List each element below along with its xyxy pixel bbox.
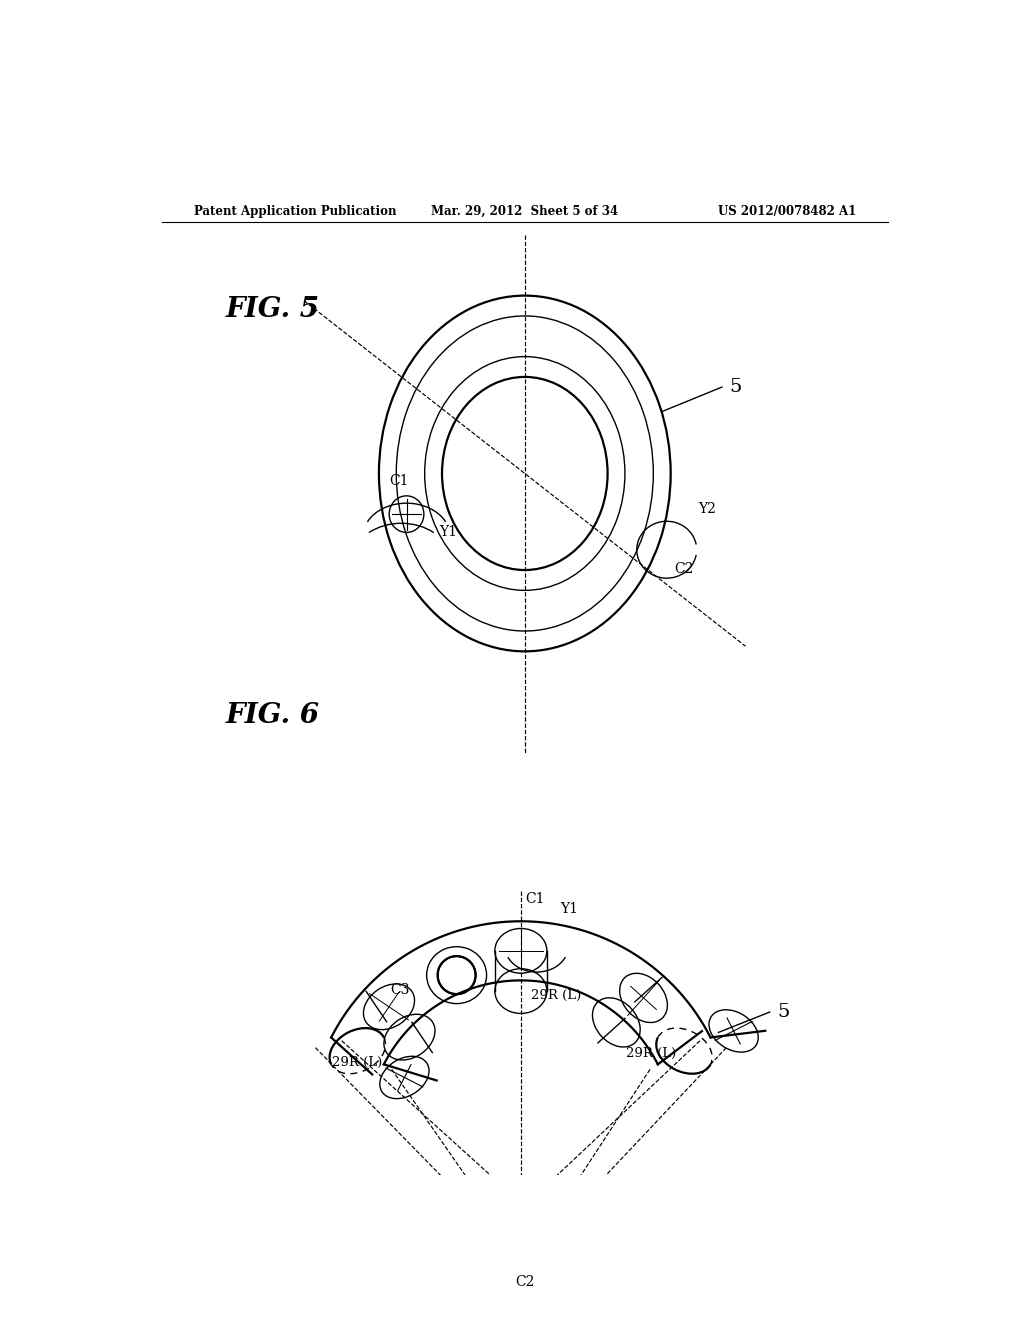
Text: FIG. 5: FIG. 5: [225, 296, 319, 322]
Text: C1: C1: [524, 892, 545, 906]
Text: Y2: Y2: [698, 502, 716, 516]
Text: C1: C1: [389, 474, 409, 487]
Text: 5: 5: [730, 378, 742, 396]
Text: US 2012/0078482 A1: US 2012/0078482 A1: [718, 205, 856, 218]
Text: 29R (L): 29R (L): [627, 1047, 677, 1060]
Text: Y1: Y1: [560, 902, 579, 916]
Text: Patent Application Publication: Patent Application Publication: [194, 205, 396, 218]
Text: C2: C2: [675, 562, 694, 576]
Text: C2: C2: [515, 1275, 535, 1290]
Text: 29R (L): 29R (L): [531, 990, 582, 1002]
Text: FIG. 6: FIG. 6: [225, 702, 319, 729]
Text: Y1: Y1: [439, 525, 458, 540]
Text: Mar. 29, 2012  Sheet 5 of 34: Mar. 29, 2012 Sheet 5 of 34: [431, 205, 618, 218]
Text: 5: 5: [777, 1003, 790, 1022]
Text: 29R (L): 29R (L): [333, 1056, 383, 1069]
Text: C3: C3: [390, 983, 410, 998]
